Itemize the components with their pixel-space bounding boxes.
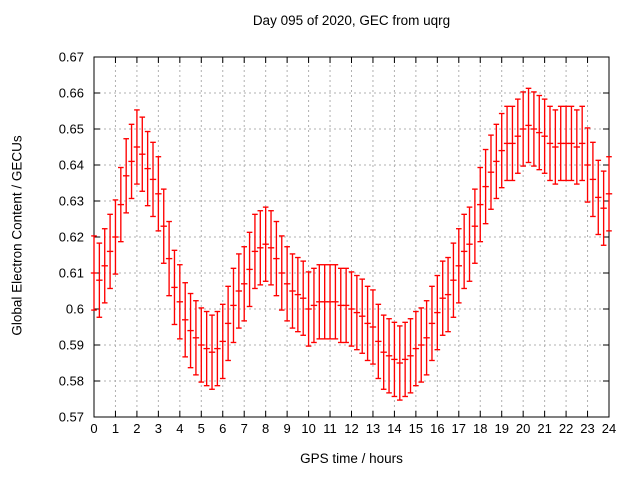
y-tick-label: 0.58 [59, 374, 84, 389]
y-tick-label: 0.6 [66, 302, 84, 317]
x-tick-label: 17 [452, 421, 466, 436]
x-tick-label: 12 [344, 421, 358, 436]
y-tick-label: 0.59 [59, 338, 84, 353]
x-tick-label: 20 [516, 421, 530, 436]
x-tick-label: 2 [133, 421, 140, 436]
x-tick-label: 3 [155, 421, 162, 436]
x-tick-label: 21 [537, 421, 551, 436]
y-tick-label: 0.67 [59, 50, 84, 65]
y-tick-label: 0.65 [59, 122, 84, 137]
x-tick-label: 14 [387, 421, 401, 436]
x-tick-label: 13 [366, 421, 380, 436]
y-tick-label: 0.62 [59, 230, 84, 245]
x-tick-label: 18 [473, 421, 487, 436]
y-tick-label: 0.61 [59, 266, 84, 281]
x-tick-label: 4 [176, 421, 183, 436]
x-tick-label: 15 [409, 421, 423, 436]
x-tick-label: 22 [559, 421, 573, 436]
x-tick-label: 8 [262, 421, 269, 436]
x-tick-label: 1 [112, 421, 119, 436]
x-tick-label: 7 [241, 421, 248, 436]
y-tick-label: 0.63 [59, 194, 84, 209]
x-tick-label: 10 [301, 421, 315, 436]
x-tick-label: 23 [580, 421, 594, 436]
x-tick-label: 5 [198, 421, 205, 436]
x-tick-label: 6 [219, 421, 226, 436]
y-tick-label: 0.57 [59, 410, 84, 425]
y-tick-label: 0.64 [59, 158, 84, 173]
gec-errorbar-series [90, 87, 613, 401]
x-tick-label: 9 [284, 421, 291, 436]
x-tick-label: 16 [430, 421, 444, 436]
x-tick-label: 19 [494, 421, 508, 436]
x-axis-title: GPS time / hours [300, 451, 403, 466]
chart-title: Day 095 of 2020, GEC from uqrg [252, 13, 451, 28]
x-tick-label: 24 [602, 421, 616, 436]
x-tick-label: 11 [323, 421, 337, 436]
x-tick-label: 0 [90, 421, 97, 436]
y-tick-label: 0.66 [59, 86, 84, 101]
